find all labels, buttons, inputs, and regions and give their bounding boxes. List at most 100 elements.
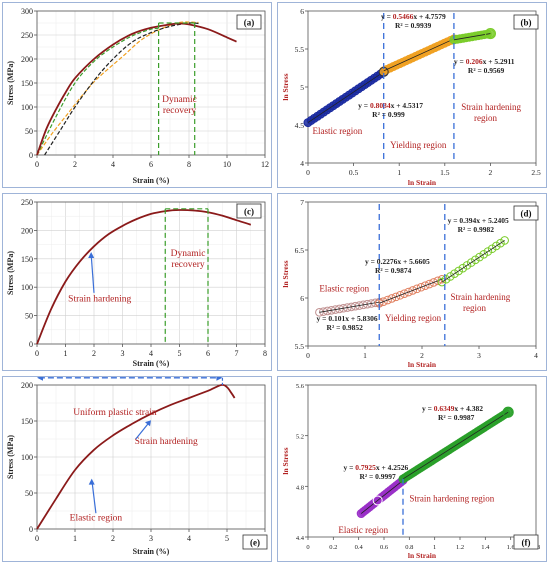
transition-marker xyxy=(372,495,383,506)
data-point xyxy=(404,287,413,297)
panel-d: 0 1 2 3 4 5.5 6 6.5 7 ln Strain ln Stress (d) y = 0.… xyxy=(277,193,547,371)
chart-e: 0123456050100150200Strain (%)Stress (MPa… xyxy=(6,377,268,556)
x-tick-label: 5 xyxy=(225,534,229,543)
panel-c: 0 1 2 3 4 5 6 7 8 0 50 100 150 200 250 Strain (%) Stress… xyxy=(2,193,272,371)
data-point xyxy=(420,281,430,290)
annotation-strain-hardening: Strain hardening xyxy=(68,294,131,304)
data-point xyxy=(387,294,397,303)
x-tick-label: 0.2 xyxy=(329,544,337,551)
y-tick-label: 50 xyxy=(25,312,33,321)
region-strain-hardening: Strain hardening region xyxy=(409,494,494,504)
equation-slope: 0.7925 xyxy=(355,463,376,472)
x-tick-label: 1.6 xyxy=(507,544,516,551)
annotation-arrowhead xyxy=(88,251,95,258)
data-point xyxy=(437,277,447,287)
x-tick-label: 0.4 xyxy=(355,544,364,551)
data-point xyxy=(400,289,409,298)
data-point xyxy=(496,238,505,248)
series-main-line xyxy=(36,22,237,156)
panel-label-box xyxy=(242,534,268,550)
data-point xyxy=(412,284,422,294)
panel-label: (e) xyxy=(250,538,260,548)
data-point xyxy=(315,308,324,317)
equation-slope: 0.6349 xyxy=(434,404,455,413)
y-tick-label: 5.5 xyxy=(295,45,305,54)
x-tick-label: 0.5 xyxy=(349,168,359,177)
data-point xyxy=(483,247,493,256)
y-axis-label: ln Stress xyxy=(281,260,290,287)
data-point xyxy=(383,295,392,305)
x-tick-label: 2 xyxy=(92,349,96,358)
equation-suffix: x + 4.7579 xyxy=(413,12,446,21)
data-point xyxy=(391,292,401,302)
x-tick-label: 3 xyxy=(121,349,125,358)
x-tick-label: 1 xyxy=(73,534,77,543)
y-tick-label: 5.2 xyxy=(296,434,304,441)
y-tick-label: 6 xyxy=(300,294,304,303)
equation-r2-1: R² = 0.9939 xyxy=(395,21,432,30)
x-axis-label: ln Strain xyxy=(408,360,437,369)
y-tick-label: 7 xyxy=(300,198,304,207)
data-point xyxy=(335,304,344,314)
annotation-dynamic: Dynamic xyxy=(171,249,206,259)
data-point xyxy=(441,274,451,284)
x-tick-label: 2 xyxy=(73,160,77,169)
data-point xyxy=(347,302,356,312)
x-tick-label: 0.6 xyxy=(380,544,389,551)
data-point xyxy=(458,263,468,273)
x-tick-label: 0 xyxy=(35,534,39,543)
equation-slope: 0.8034 xyxy=(370,101,391,110)
annotation-elastic: Elastic region xyxy=(70,513,123,523)
data-point xyxy=(339,303,348,313)
data-point xyxy=(395,290,405,300)
annotation-dynamic: Dynamic xyxy=(162,95,197,105)
x-tick-label: 0 xyxy=(306,351,310,360)
chart-a: 0 2 4 6 8 10 12 0 50 100 150 200 250 300 Strain (%) Str… xyxy=(6,7,269,185)
equation-prefix: y = xyxy=(381,12,393,21)
y-tick-label: 5 xyxy=(300,83,304,92)
y-tick-label: 0 xyxy=(29,151,33,160)
equation-slope: 0.5466 xyxy=(393,12,414,21)
x-axis-label: Strain (%) xyxy=(133,359,170,368)
equation-2: y = 0.206x + 5.2911 xyxy=(454,57,515,66)
data-point xyxy=(500,236,509,245)
x-tick-label: 0 xyxy=(306,168,310,177)
arrow-elastic xyxy=(91,482,97,514)
equation-suffix: x + 4.2526 xyxy=(376,463,409,472)
x-tick-label: 1 xyxy=(363,351,367,360)
x-tick-label: 4 xyxy=(149,349,153,358)
x-tick-label: 1 xyxy=(397,168,401,177)
panel-label: (a) xyxy=(244,18,255,28)
x-tick-label: 6 xyxy=(206,349,210,358)
y-tick-label: 100 xyxy=(21,283,33,292)
x-axis-label: ln Strain xyxy=(408,551,437,560)
y-tick-label: 150 xyxy=(21,79,33,88)
equation-suffix: x + 4.382 xyxy=(454,404,483,413)
panel-label: (f) xyxy=(522,538,531,548)
trend-line xyxy=(307,71,384,123)
x-axis-label: ln Strain xyxy=(408,178,437,187)
x-tick-label: 4 xyxy=(534,351,538,360)
region-yielding: Yielding region xyxy=(385,313,442,323)
data-point xyxy=(471,255,480,265)
series-dashed-line xyxy=(36,27,161,156)
y-tick-label: 0 xyxy=(29,340,33,349)
trend-line xyxy=(441,240,505,283)
annotation-strain-hardening: Strain hardening xyxy=(135,437,198,447)
x-tick-label: 12 xyxy=(261,160,269,169)
equation-r2-1: R² = 0.9982 xyxy=(458,225,495,234)
equation-3: y = 0.101x + 5.8306 xyxy=(317,314,378,323)
x-tick-label: 2 xyxy=(111,534,115,543)
data-point xyxy=(319,307,328,316)
equation-1: y = 0.394x + 5.2405 xyxy=(448,216,509,225)
data-point xyxy=(491,241,501,251)
trend-line xyxy=(379,278,443,304)
y-tick-label: 200 xyxy=(21,381,33,390)
data-point xyxy=(433,276,443,286)
equation-slope: 0.206 xyxy=(466,57,483,66)
x-tick-label: 10 xyxy=(223,160,231,169)
data-point xyxy=(362,299,372,309)
x-tick-label: 1.2 xyxy=(456,544,464,551)
y-tick-label: 250 xyxy=(21,198,33,207)
y-tick-label: 50 xyxy=(25,127,33,136)
